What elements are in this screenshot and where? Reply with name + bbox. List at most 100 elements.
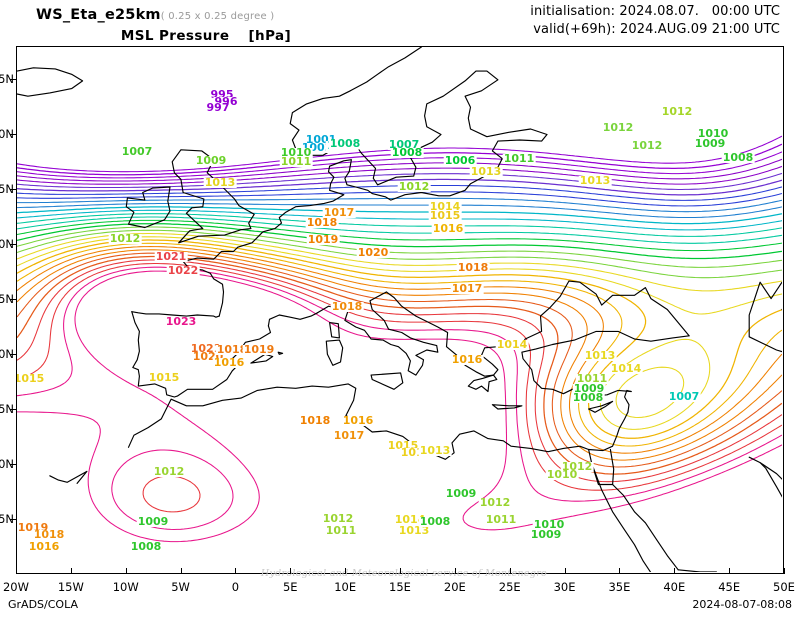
x-tick-label: 5E [282,580,298,594]
contour-label: 1016 [212,356,246,369]
contour-label: 1009 [529,528,563,541]
y-tick-label: 25N [0,512,14,526]
contour-label: 1016 [341,414,375,427]
contour-line [17,266,782,502]
x-tick [729,568,731,574]
contour-label: 1018 [298,414,332,427]
y-tick-label: 30N [0,457,14,471]
coastline [131,311,220,318]
contour-label: 1013 [397,524,431,537]
contour-line [17,178,782,196]
y-tick [10,519,16,520]
contour-label: 1007 [120,145,154,158]
coastline [612,483,679,571]
contour-label: 1013 [469,165,503,178]
contour-label: 1018 [32,528,66,541]
contour-label: 1017 [322,206,356,219]
x-tick-label: 15E [389,580,411,594]
coastline [17,67,84,97]
contour-line [17,232,782,292]
contour-label: 1019 [17,521,50,534]
contour-label: 1002 [300,141,334,154]
x-tick [454,568,456,574]
contour-line [17,213,782,237]
contour-label: 1014 [609,362,643,375]
x-tick [235,568,237,574]
contour-line [17,242,782,447]
contour-label: 1020 [356,246,390,259]
contour-line [111,449,234,531]
valid-time: valid(+69h): 2024.AUG.09 21:00 UTC [533,22,780,37]
contour-label: 1018 [215,343,249,356]
contour-label: 1009 [572,382,606,395]
x-tick-label: 5W [171,580,190,594]
pressure-contour-map [17,47,782,572]
x-tick [674,568,676,574]
contour-line [17,245,782,454]
contour-line [17,270,782,543]
x-tick [509,568,511,574]
contour-line [17,252,782,468]
y-tick [10,79,16,80]
contour-label: 1009 [136,515,170,528]
coastline [125,186,171,229]
contour-label: 1009 [693,137,727,150]
model-resolution: ( 0.25 x 0.25 degree ) [160,11,275,22]
contour-label: 1012 [108,232,142,245]
contour-label: 1010 [696,127,730,140]
contour-label: 1016 [27,540,61,553]
coastline [250,353,274,364]
y-tick-label: 40N [0,347,14,361]
y-tick [10,134,16,135]
contour-label: 1019 [242,343,276,356]
contour-label: 1013 [418,444,452,457]
contour-line [17,216,782,244]
coastline [316,291,439,376]
x-tick-label: 20W [2,580,30,594]
contour-line [220,245,782,439]
contour-label: 995 [209,88,235,101]
y-tick [10,299,16,300]
coastline [385,291,523,377]
y-tick-label: 65N [0,72,14,86]
contour-line [17,229,782,279]
variable-name: MSL Pressure [120,28,230,44]
contour-label: 1018 [456,261,490,274]
contour-label: 1012 [660,105,694,118]
contour-label: 1012 [560,460,594,473]
contour-label: 1014 [495,338,529,351]
x-tick-label: 20E [443,580,466,594]
contour-label: 1016 [450,353,484,366]
y-tick-label: 45N [0,292,14,306]
producer-label: GrADS/COLA [8,598,78,611]
x-tick-label: 15W [57,580,84,594]
y-tick-label: 35N [0,402,14,416]
contour-label: 1019 [306,233,340,246]
contour-label: 1021 [189,342,223,355]
contour-label: 1020 [191,350,225,363]
contour-label: 1018 [330,300,364,313]
x-tick [784,568,785,574]
contour-label: 1015 [386,439,420,452]
variable-units: [hPa] [248,28,292,44]
x-tick [70,568,72,574]
contour-label: 1012 [397,180,431,193]
x-tick-label: 0 [231,580,240,594]
contour-line [17,202,782,219]
contour-lines [17,135,782,543]
contour-label: 1011 [279,155,313,168]
coastline [329,322,340,339]
contour-label: 1017 [332,429,366,442]
coastline [131,311,272,398]
contour-line [17,151,782,179]
contour-label: 1012 [601,121,635,134]
contour-line [17,219,782,252]
contour-label: 1001 [304,133,338,146]
coastline [325,339,344,366]
contour-label: 996 [213,95,239,108]
contour-label: 1014 [399,446,433,459]
coastline [277,351,284,355]
coastline [588,400,614,413]
model-name: WS_Eta_e25km [36,7,161,23]
